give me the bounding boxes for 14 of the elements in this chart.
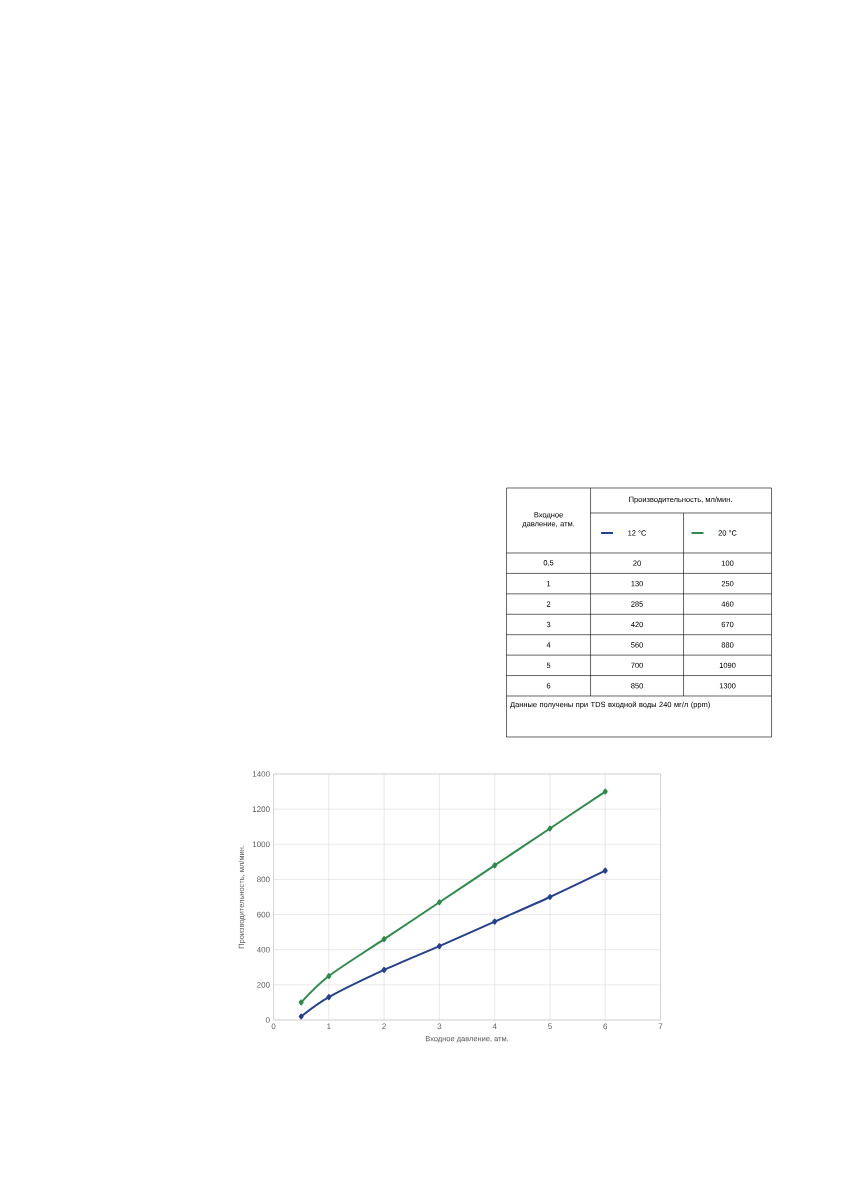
point: [602, 867, 608, 874]
point: [547, 894, 553, 900]
point: [326, 973, 332, 980]
point: [326, 994, 332, 1001]
point: [381, 936, 387, 943]
point: [437, 899, 443, 906]
point: [298, 1013, 304, 1020]
point: [602, 788, 608, 795]
point: [437, 943, 443, 950]
point: [381, 966, 387, 973]
point: [547, 825, 553, 832]
point: [298, 999, 304, 1006]
point: [492, 862, 498, 869]
point: [492, 918, 498, 925]
